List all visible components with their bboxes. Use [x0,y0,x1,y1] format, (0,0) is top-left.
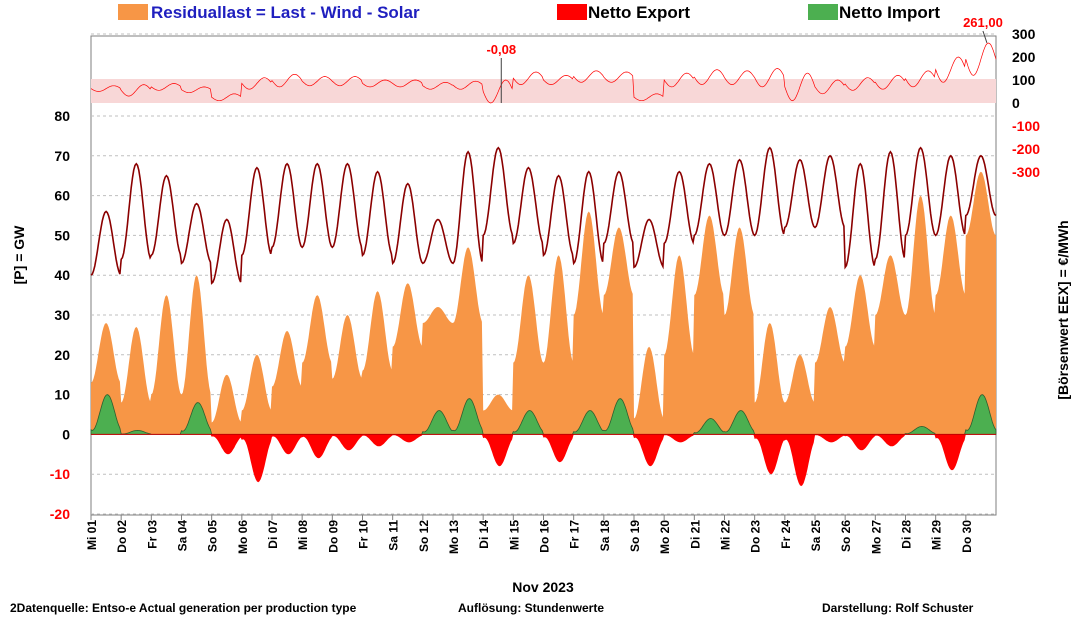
x-tick-label: So 12 [417,520,431,552]
x-tick-label: Di 21 [688,520,702,549]
left-tick-label: -20 [50,506,70,522]
annotation-label: -0,08 [486,42,516,57]
x-tick-label: Mo 27 [869,520,883,554]
right-axis-ticks: 300 200 100 0 -100 -200 -300 [1012,26,1040,180]
right-tick-label: 300 [1012,26,1036,42]
x-tick-label: So 19 [628,520,642,552]
legend-swatch-residual [118,4,148,20]
left-tick-label: 50 [54,227,70,243]
left-tick-label: 40 [54,267,70,283]
x-tick-label: Mi 08 [296,520,310,550]
x-tick-label: Mi 01 [85,520,99,550]
left-tick-label: 80 [54,108,70,124]
x-tick-label: Mo 13 [447,520,461,554]
x-tick-label: Fr 03 [145,520,159,549]
annotation-label: 261,00 [963,15,1003,30]
legend-label-export: Netto Export [588,3,690,22]
x-tick-label: Do 02 [115,520,129,553]
right-tick-label: -100 [1012,118,1040,134]
x-tick-label: Do 23 [749,520,763,553]
x-tick-label: Mi 22 [719,520,733,550]
footer-author: Darstellung: Rolf Schuster [822,601,974,615]
x-tick-label: So 26 [839,520,853,552]
left-tick-label: 10 [54,387,70,403]
left-tick-label: 70 [54,148,70,164]
x-tick-label: Sa 25 [809,520,823,552]
legend-swatch-export [557,4,587,20]
price-panel [90,42,997,104]
left-tick-label: 0 [62,426,70,442]
right-tick-label: 0 [1012,95,1020,111]
annotations: -0,08 261,00 [486,15,1003,104]
annotation-leader [982,30,988,44]
left-tick-label: -10 [50,466,70,482]
y-axis-left-label: [P] = GW [11,225,27,285]
right-tick-label: -300 [1012,164,1040,180]
x-axis-ticks: Mi 01 Do 02 Fr 03 Sa 04 So 05 Mo 06 Di 07 Mi 08… [85,515,974,554]
price-band [91,79,996,103]
x-tick-label: Fr 10 [357,520,371,549]
left-tick-label: 20 [54,347,70,363]
x-axis-label: Nov 2023 [512,579,574,595]
x-tick-label: Sa 18 [598,520,612,552]
left-tick-label: 30 [54,307,70,323]
net-export-area [91,434,996,487]
x-tick-label: Mi 15 [507,520,521,550]
x-tick-label: Mo 06 [236,520,250,554]
x-tick-label: Di 28 [900,520,914,549]
right-tick-label: -200 [1012,141,1040,157]
x-tick-label: Sa 11 [387,520,401,551]
footer-resolution: Auflösung: Stundenwerte [458,601,604,615]
load-line [90,146,997,285]
left-tick-label: 60 [54,188,70,204]
right-tick-label: 200 [1012,49,1036,65]
x-tick-label: So 05 [206,520,220,552]
price-line [90,42,997,104]
left-axis-ticks: 80 70 60 50 40 30 20 10 0 -10 -20 [50,108,70,522]
x-tick-label: Do 09 [326,520,340,553]
x-tick-label: Mo 20 [658,520,672,554]
x-tick-label: Do 16 [538,520,552,553]
legend-label-import: Netto Import [839,3,940,22]
x-tick-label: Fr 17 [568,520,582,549]
legend-label-residual: Residuallast = Last - Wind - Solar [151,3,420,22]
residual-load-area [91,171,996,435]
legend: Residuallast = Last - Wind - Solar Netto… [118,3,940,22]
x-tick-label: Do 30 [960,520,974,553]
x-tick-label: Sa 04 [176,520,190,552]
legend-swatch-import [808,4,838,20]
series-layer [90,146,997,487]
footer-source: 2Datenquelle: Entso-e Actual generation … [10,601,357,615]
x-tick-label: Mi 29 [930,520,944,550]
right-tick-label: 100 [1012,72,1036,88]
y-axis-right-label: [Börsenwert EEX] = €/MWh [1055,220,1071,399]
x-tick-label: Di 14 [477,520,491,549]
x-tick-label: Fr 24 [779,520,793,549]
x-tick-label: Di 07 [266,520,280,549]
